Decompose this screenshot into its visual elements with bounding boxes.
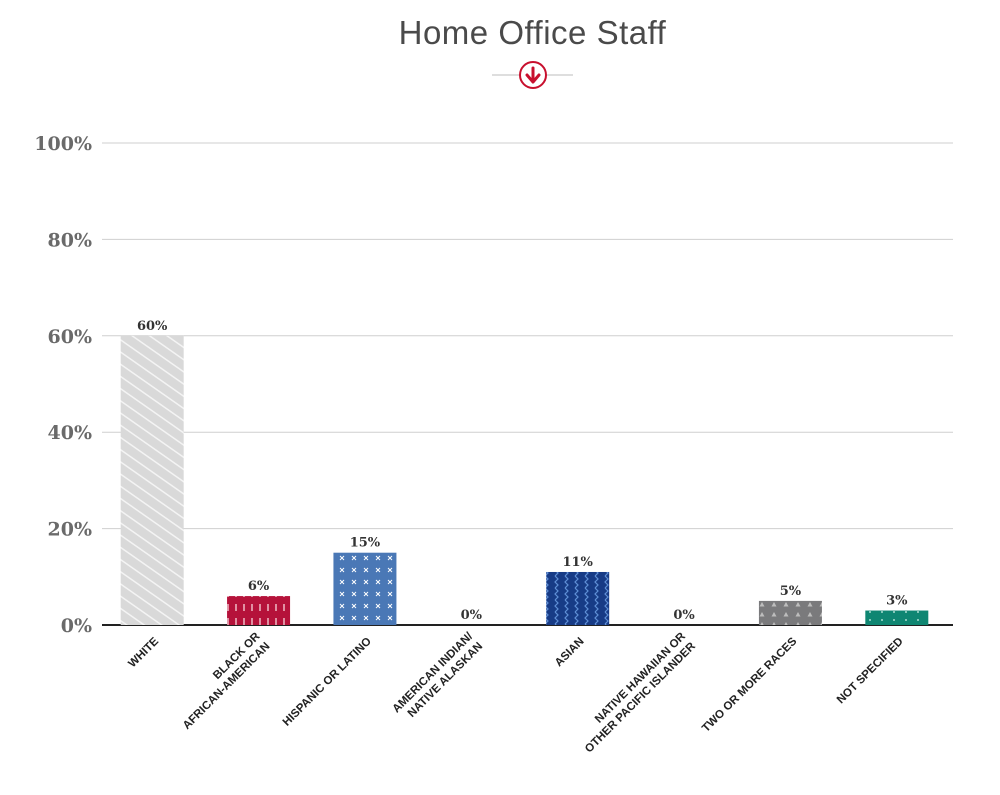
y-tick-label: 80% [48,229,93,251]
data-label: 0% [461,608,483,623]
data-label: 60% [137,319,168,334]
x-tick-label: WHITE [126,635,161,670]
bars [120,335,929,625]
x-tick-label: ASIAN [553,635,587,669]
x-tick-label-line: AMERICAN INDIAN/ [390,630,475,715]
x-tick-label-line: WHITE [126,635,161,670]
bar [546,571,610,625]
x-tick-label-line: OTHER PACIFIC ISLANDER [583,640,698,755]
data-label: 3% [886,594,908,609]
y-tick-label: 0% [61,615,92,637]
x-tick-label: HISPANIC OR LATINO [281,635,374,728]
x-tick-label: TWO OR MORE RACES [700,635,800,735]
y-axis: 0% 20% 40% 60% 80% 100% [34,133,92,637]
x-tick-label-line: NATIVE HAWAIIAN OR [593,630,689,726]
bar [227,596,291,625]
bar [333,552,397,625]
bar [120,335,184,625]
y-tick-label: 100% [34,133,92,155]
x-tick-label: NOT SPECIFIED [835,635,906,706]
x-tick-label-line: TWO OR MORE RACES [700,635,800,735]
data-labels: 60% 6% 15% 0% 11% 0% 5% 3% [137,319,908,623]
title-decoration [492,61,573,89]
chart-title: Home Office Staff [398,14,667,51]
x-tick-label-line: AFRICAN-AMERICAN [181,640,273,732]
x-tick-label: AMERICAN INDIAN/NATIVE ALASKAN [390,630,485,720]
bar [865,610,929,625]
x-tick-label-line: NOT SPECIFIED [835,635,906,706]
circled-down-arrow-icon [519,61,547,89]
y-tick-label: 60% [48,326,93,348]
bar [758,600,822,625]
data-label: 0% [673,608,695,623]
data-label: 5% [780,584,802,599]
data-label: 11% [562,555,593,570]
x-tick-label-line: HISPANIC OR LATINO [281,635,374,728]
y-tick-label: 20% [48,519,93,541]
y-tick-label: 40% [48,422,93,444]
x-tick-label-line: ASIAN [553,635,587,669]
data-label: 15% [350,536,381,551]
data-label: 6% [248,579,270,594]
gridlines [102,142,953,626]
